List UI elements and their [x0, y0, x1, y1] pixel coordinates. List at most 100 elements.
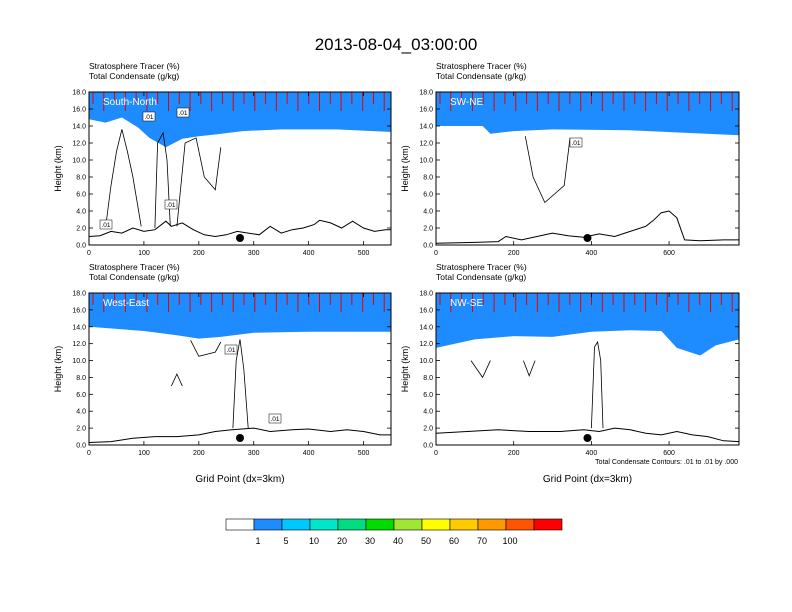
y-tick-label: 6.0: [76, 192, 86, 199]
y-tick-label: 18.0: [419, 90, 433, 97]
y-axis-label: Height (km): [53, 346, 63, 393]
terrain-line: [436, 210, 739, 244]
x-tick-label: 300: [248, 250, 260, 257]
figure-title: 2013-08-04_03:00:00: [315, 35, 478, 54]
contour-label-box: [142, 111, 156, 122]
contour-label: .01: [270, 416, 279, 423]
panel-south-north: .01 .01 .01 .01 South-North Stratosphere Trac…: [53, 61, 392, 257]
colorbar-swatch-2: [253, 518, 283, 531]
colorbar-swatch-1: [225, 518, 255, 531]
contour-label: .01: [101, 222, 110, 229]
contour-label-box: [268, 413, 282, 424]
x-tick-label: 0: [87, 250, 91, 257]
y-tick-label: 4.0: [423, 409, 433, 416]
x-tick-label: 300: [248, 450, 260, 457]
footnote: Total Condensate Contours: .01 to .01 by…: [595, 459, 738, 466]
location-marker: [583, 234, 592, 242]
y-tick-label: 14.0: [72, 324, 86, 331]
y-tick-label: 12.0: [72, 141, 86, 148]
x-tick-label: 400: [303, 250, 315, 257]
condensate-contour-2: [591, 340, 604, 429]
contour-label: .01: [226, 347, 235, 354]
terrain-line: [436, 427, 739, 443]
colorbar-swatch-9: [449, 518, 479, 531]
condensate-contour-1: [105, 129, 142, 229]
condensate-contour-2: [232, 339, 249, 429]
plot-area: [436, 92, 739, 245]
y-tick-label: 2.0: [76, 426, 86, 433]
panel-west-east: .01 .01 West-East Stratosphere Tracer (%)To…: [53, 262, 392, 485]
colorbar-swatch-11: [505, 518, 535, 531]
x-tick-label: 200: [508, 450, 520, 457]
plot-area: [89, 92, 391, 245]
tracer-band-10: [89, 92, 391, 148]
y-axis-label: Height (km): [400, 346, 410, 393]
y-tick-label: 10.0: [419, 158, 433, 165]
condensate-contour-1: [190, 340, 222, 357]
y-tick-label: 18.0: [419, 291, 433, 298]
y-tick-label: 6.0: [423, 192, 433, 199]
colorbar: 1 5 10 20 30 40 50 60 70 100: [225, 518, 563, 546]
condensate-contour-3: [171, 373, 183, 387]
plot-area: [436, 293, 739, 445]
panels: .01 .01 .01 .01 South-North Stratosphere Trac…: [53, 61, 740, 485]
plot-frame: [435, 91, 740, 246]
x-tick-label: 100: [138, 450, 150, 457]
x-tick-label: 400: [586, 450, 598, 457]
field-name: Stratosphere Tracer (%): [89, 61, 180, 71]
tracer-band-10: [436, 92, 739, 136]
location-marker: [583, 434, 592, 442]
y-tick-label: 18.0: [72, 291, 86, 298]
y-tick-label: 12.0: [72, 341, 86, 348]
panel-label: SW-NE: [450, 97, 483, 108]
x-axis-label: Grid Point (dx=3km): [543, 474, 632, 485]
x-tick-label: 500: [358, 450, 370, 457]
contour-label-box: [224, 344, 238, 355]
field-name: Total Condensate (g/kg): [436, 272, 526, 282]
y-tick-label: 12.0: [419, 141, 433, 148]
panel-label: NW-SE: [450, 298, 483, 309]
y-tick-label: 16.0: [72, 307, 86, 314]
contour-label-box: [176, 107, 190, 118]
y-tick-label: 2.0: [423, 426, 433, 433]
colorbar-swatch-3: [281, 518, 311, 531]
contour-label: .01: [144, 114, 153, 121]
contour-label: .01: [178, 110, 187, 117]
colorbar-label: 70: [477, 536, 487, 546]
tracer-band-10: [89, 293, 391, 339]
x-axis-label: Grid Point (dx=3km): [195, 474, 284, 485]
condensate-contour-1: [524, 136, 571, 204]
plot-frame: [88, 292, 392, 446]
colorbar-swatch-4: [309, 518, 339, 531]
x-tick-label: 200: [193, 450, 205, 457]
y-tick-label: 2.0: [423, 226, 433, 233]
y-tick-label: 18.0: [72, 90, 86, 97]
colorbar-label: 40: [393, 536, 403, 546]
y-tick-label: 10.0: [419, 358, 433, 365]
colorbar-label: 10: [309, 536, 319, 546]
location-marker: [236, 434, 244, 442]
colorbar-swatch-5: [337, 518, 367, 531]
y-tick-label: 0.0: [76, 443, 86, 450]
y-tick-label: 4.0: [423, 209, 433, 216]
y-tick-label: 6.0: [423, 392, 433, 399]
y-tick-label: 0.0: [76, 243, 86, 250]
condensate-contour-1: [470, 360, 491, 379]
x-tick-label: 400: [586, 250, 598, 257]
x-tick-label: 600: [663, 450, 675, 457]
x-tick-label: 600: [663, 250, 675, 257]
terrain-line: [89, 219, 391, 238]
y-tick-label: 6.0: [76, 392, 86, 399]
condensate-contour-3: [523, 360, 536, 377]
colorbar-swatch-10: [477, 518, 507, 531]
y-tick-label: 8.0: [423, 175, 433, 182]
x-tick-label: 200: [508, 250, 520, 257]
y-axis-label: Height (km): [400, 145, 410, 192]
colorbar-label: 20: [337, 536, 347, 546]
x-tick-label: 100: [138, 250, 150, 257]
y-tick-label: 12.0: [419, 341, 433, 348]
x-tick-label: 0: [434, 450, 438, 457]
panel-sw-ne: .01 SW-NE Stratosphere Tracer (%)Total Con…: [400, 61, 740, 257]
colorbar-swatch-8: [421, 518, 451, 531]
